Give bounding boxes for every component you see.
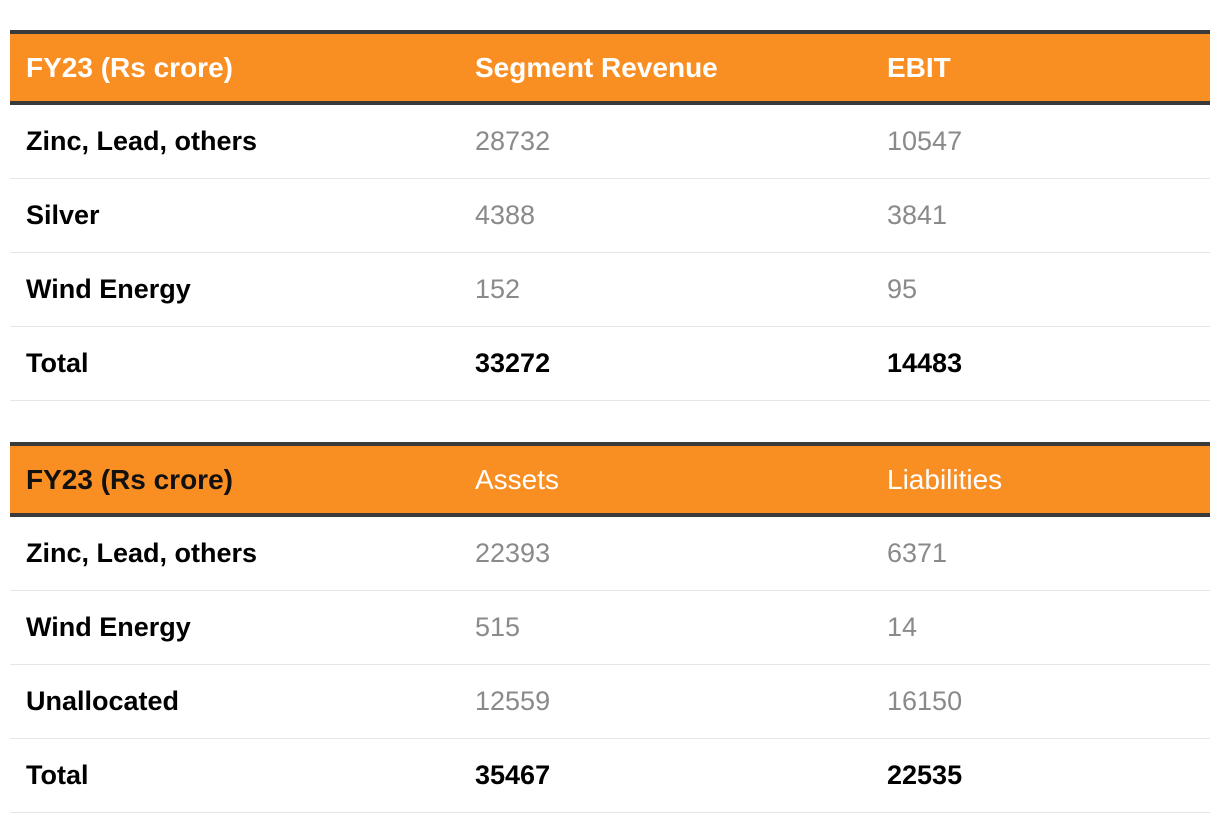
row-label: Wind Energy [10,252,459,327]
row-label: Silver [10,178,459,253]
header-period: FY23 (Rs crore) [10,442,459,517]
table-row: Wind Energy 152 95 [10,252,1210,327]
row-label: Wind Energy [10,590,459,665]
assets-liabilities-table: FY23 (Rs crore) Assets Liabilities Zinc,… [10,442,1210,813]
table-row: Zinc, Lead, others 28732 10547 [10,103,1210,179]
assets-value: 12559 [459,664,871,739]
ebit-value: 10547 [871,103,1210,179]
total-label: Total [10,738,459,813]
table-header-row: FY23 (Rs crore) Assets Liabilities [10,442,1210,517]
header-ebit: EBIT [871,30,1210,105]
total-assets: 35467 [459,738,871,813]
total-row: Total 35467 22535 [10,738,1210,813]
total-label: Total [10,326,459,401]
segment-revenue-value: 28732 [459,103,871,179]
liabilities-value: 6371 [871,515,1210,591]
table-header-row: FY23 (Rs crore) Segment Revenue EBIT [10,30,1210,105]
total-row: Total 33272 14483 [10,326,1210,401]
assets-value: 22393 [459,515,871,591]
segment-revenue-value: 4388 [459,178,871,253]
segment-revenue-value: 152 [459,252,871,327]
row-label: Zinc, Lead, others [10,103,459,179]
liabilities-value: 14 [871,590,1210,665]
total-segment-revenue: 33272 [459,326,871,401]
table-row: Wind Energy 515 14 [10,590,1210,665]
assets-value: 515 [459,590,871,665]
ebit-value: 95 [871,252,1210,327]
row-label: Unallocated [10,664,459,739]
row-label: Zinc, Lead, others [10,515,459,591]
total-ebit: 14483 [871,326,1210,401]
table-row: Unallocated 12559 16150 [10,664,1210,739]
header-segment-revenue: Segment Revenue [459,30,871,105]
header-period: FY23 (Rs crore) [10,30,459,105]
table-row: Zinc, Lead, others 22393 6371 [10,515,1210,591]
table-row: Silver 4388 3841 [10,178,1210,253]
header-liabilities: Liabilities [871,442,1210,517]
liabilities-value: 16150 [871,664,1210,739]
header-assets: Assets [459,442,871,517]
segment-revenue-table: FY23 (Rs crore) Segment Revenue EBIT Zin… [10,30,1210,401]
total-liabilities: 22535 [871,738,1210,813]
ebit-value: 3841 [871,178,1210,253]
